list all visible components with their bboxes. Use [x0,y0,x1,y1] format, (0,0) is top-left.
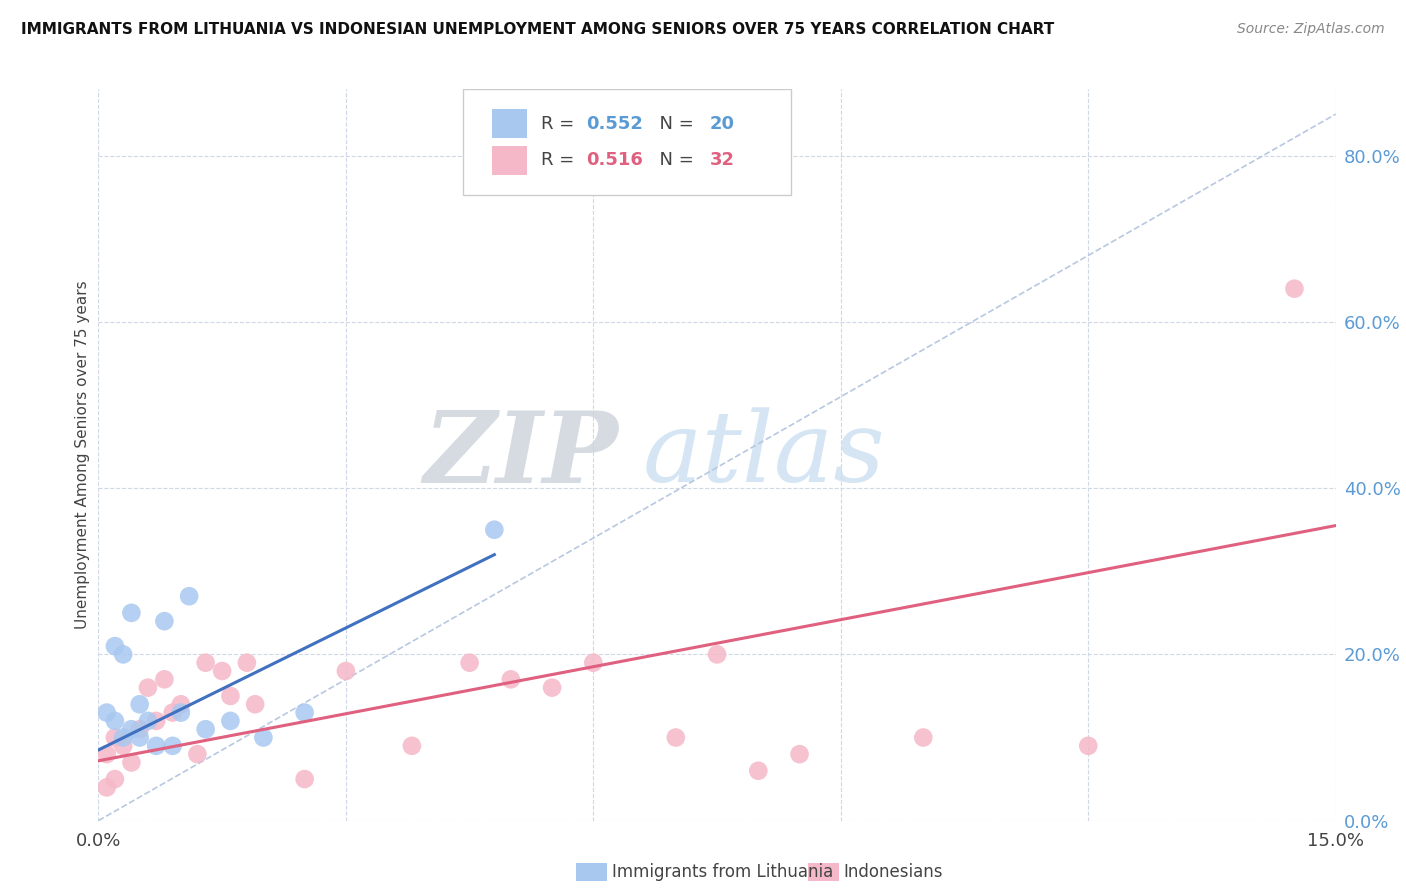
Point [789,747,811,761]
Point [153,673,176,687]
Text: Source: ZipAtlas.com: Source: ZipAtlas.com [1237,22,1385,37]
Point [120,606,142,620]
Text: atlas: atlas [643,408,886,502]
Point [170,698,193,712]
Point [582,656,605,670]
Point [335,664,357,678]
Text: Indonesians: Indonesians [844,863,943,881]
Text: 0.516: 0.516 [586,151,643,169]
Point [458,656,481,670]
Point [153,614,176,628]
Point [128,723,150,737]
Point [96,706,118,720]
Point [219,714,242,728]
Point [128,731,150,745]
Point [211,664,233,678]
Point [120,723,142,737]
Point [112,731,135,745]
Point [912,731,935,745]
Point [243,698,266,712]
Point [96,747,118,761]
Point [541,681,564,695]
Point [194,723,217,737]
Point [186,747,208,761]
Point [162,739,184,753]
Point [145,714,167,728]
Point [112,739,135,753]
Y-axis label: Unemployment Among Seniors over 75 years: Unemployment Among Seniors over 75 years [75,281,90,629]
Text: 0.552: 0.552 [586,114,643,133]
Point [1284,282,1306,296]
Text: IMMIGRANTS FROM LITHUANIA VS INDONESIAN UNEMPLOYMENT AMONG SENIORS OVER 75 YEARS: IMMIGRANTS FROM LITHUANIA VS INDONESIAN … [21,22,1054,37]
Point [665,731,688,745]
Text: N =: N = [648,151,699,169]
Point [484,523,506,537]
Point [194,656,217,670]
Point [179,589,201,603]
Point [104,714,127,728]
Text: 20: 20 [710,114,735,133]
Bar [492,145,526,175]
Point [145,739,167,753]
Point [706,648,728,662]
Point [162,706,184,720]
Text: ZIP: ZIP [423,407,619,503]
Point [219,689,242,703]
Point [136,714,159,728]
Point [252,731,274,745]
Point [104,639,127,653]
Text: N =: N = [648,114,699,133]
Point [499,673,522,687]
Point [112,648,135,662]
Point [294,772,316,786]
FancyBboxPatch shape [464,89,792,195]
Point [104,772,127,786]
Point [120,756,142,770]
Text: 32: 32 [710,151,735,169]
Point [136,681,159,695]
Point [747,764,769,778]
Point [401,739,423,753]
Point [1077,739,1099,753]
Point [104,731,127,745]
Point [96,780,118,795]
Bar [492,109,526,138]
Text: R =: R = [541,114,581,133]
Point [170,706,193,720]
Point [294,706,316,720]
Point [236,656,259,670]
Text: Immigrants from Lithuania: Immigrants from Lithuania [612,863,832,881]
Text: R =: R = [541,151,581,169]
Point [128,698,150,712]
